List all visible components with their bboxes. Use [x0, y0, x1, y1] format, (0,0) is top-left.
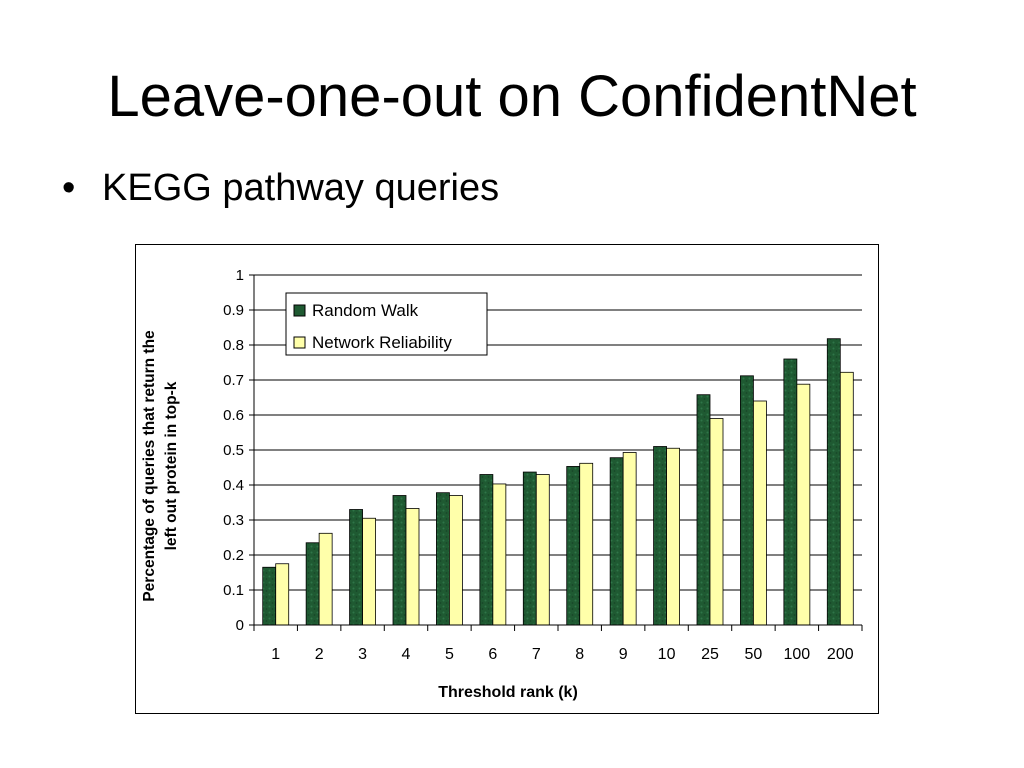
bar-network-reliability — [362, 517, 376, 626]
x-tick-label: 1 — [271, 646, 280, 663]
y-axis-title-line-1: Percentage of queries that return the — [141, 330, 158, 602]
y-tick-label: 0.1 — [223, 582, 244, 599]
bar-random-walk — [566, 466, 581, 626]
bar-network-reliability — [405, 508, 420, 626]
bar-random-walk — [392, 495, 407, 626]
y-tick-label: 0.4 — [223, 477, 244, 494]
legend-swatch-random-walk — [293, 304, 306, 317]
bar-random-walk — [826, 338, 841, 626]
bars — [262, 338, 854, 626]
x-tick-label: 8 — [575, 646, 584, 663]
x-tick-label: 3 — [358, 646, 367, 663]
bar-chart: 0 0.1 0.2 0.3 0.4 0.5 0.6 0.7 0.8 0.9 1 1 2 3 4 5 6 7 8 9 10… — [141, 267, 863, 701]
slide-title: Leave-one-out on ConfidentNet — [107, 64, 917, 129]
bar-random-walk — [262, 566, 277, 626]
bar-network-reliability — [492, 483, 507, 626]
bar-random-walk — [653, 446, 667, 626]
x-tick-label: 100 — [784, 646, 811, 663]
legend-label-network-reliability: Network Reliability — [312, 333, 452, 352]
x-axis-title: Threshold rank (k) — [438, 684, 578, 701]
x-tick-label: 2 — [315, 646, 324, 663]
legend-label-random-walk: Random Walk — [312, 301, 419, 320]
bar-random-walk — [305, 542, 320, 626]
bar-network-reliability — [275, 563, 290, 626]
y-tick-label: 0 — [236, 617, 244, 634]
bar-random-walk — [436, 492, 450, 626]
y-tick-label: 0.9 — [223, 302, 244, 319]
bar-network-reliability — [535, 474, 550, 626]
legend-swatch-network-reliability — [293, 336, 306, 349]
y-tick-label: 0.6 — [223, 407, 244, 424]
x-tick-label: 7 — [532, 646, 541, 663]
y-axis-title: Percentage of queries that return the le… — [141, 330, 180, 602]
bar-network-reliability — [449, 495, 463, 626]
bullet-dot: • — [62, 167, 76, 209]
x-tick-label: 9 — [619, 646, 628, 663]
bar-network-reliability — [666, 447, 680, 626]
y-tick-label: 0.8 — [223, 337, 244, 354]
y-tick-label: 1 — [236, 267, 244, 284]
legend: Random Walk Network Reliability — [285, 292, 488, 356]
y-tick-label: 0.5 — [223, 442, 244, 459]
x-tick-label: 10 — [658, 646, 676, 663]
x-tick-label: 25 — [701, 646, 719, 663]
bar-network-reliability — [318, 532, 333, 626]
bullet-item: • KEGG pathway queries — [62, 165, 499, 211]
x-tick-label: 200 — [827, 646, 854, 663]
bar-network-reliability — [709, 418, 724, 626]
bar-random-walk — [783, 358, 798, 626]
y-tick-label: 0.7 — [223, 372, 244, 389]
x-tick-label: 5 — [445, 646, 454, 663]
bar-network-reliability — [796, 383, 811, 626]
bar-random-walk — [522, 471, 537, 626]
x-tick-label: 6 — [488, 646, 497, 663]
y-tick-label: 0.3 — [223, 512, 244, 529]
bar-random-walk — [740, 375, 754, 626]
bar-network-reliability — [622, 452, 637, 626]
bar-network-reliability — [579, 462, 594, 626]
x-tick-label: 50 — [745, 646, 763, 663]
bar-random-walk — [349, 509, 363, 626]
bar-network-reliability — [753, 400, 767, 626]
y-tick-label: 0.2 — [223, 547, 244, 564]
chart-frame: 0 0.1 0.2 0.3 0.4 0.5 0.6 0.7 0.8 0.9 1 1 2 3 4 5 6 7 8 9 10… — [135, 244, 879, 714]
bar-random-walk — [479, 474, 494, 626]
y-axis-title-line-2: left out protein in top-k — [163, 381, 180, 550]
legend-box — [285, 292, 488, 356]
bar-network-reliability — [839, 371, 854, 626]
axes: 0 0.1 0.2 0.3 0.4 0.5 0.6 0.7 0.8 0.9 1 1 2 3 4 5 6 7 8 9 10… — [223, 267, 863, 663]
x-tick-label: 4 — [402, 646, 411, 663]
bullet-text: KEGG pathway queries — [102, 167, 500, 209]
bar-random-walk — [609, 457, 624, 626]
bar-random-walk — [696, 394, 711, 626]
